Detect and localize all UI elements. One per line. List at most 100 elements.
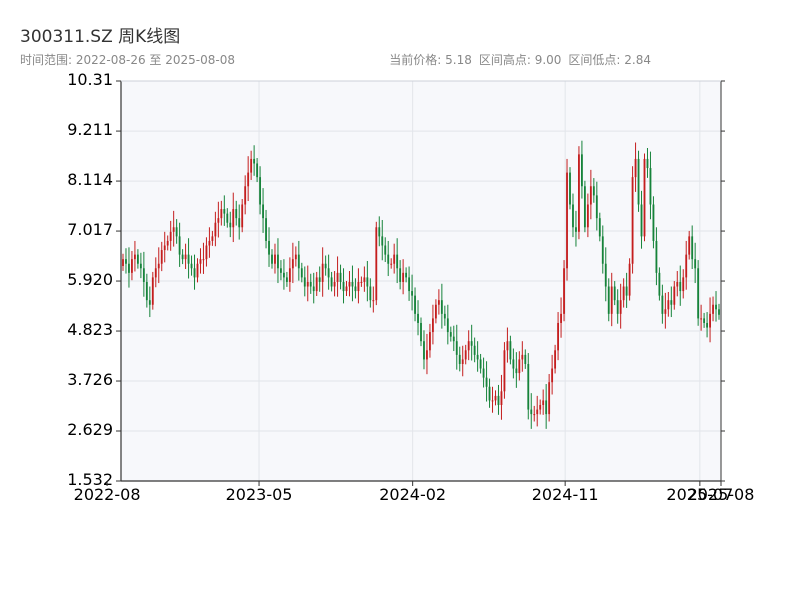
candle-body (661, 295, 664, 314)
range-high-text: 区间高点: 9.00 (478, 53, 562, 67)
candle-body (277, 254, 279, 269)
candle-body (297, 254, 300, 269)
candle-body (235, 209, 238, 219)
candle-body (238, 218, 241, 228)
candle-body (327, 268, 330, 278)
candle-body (271, 254, 273, 264)
candle-body (136, 254, 139, 264)
candle-body (274, 254, 276, 264)
candle-body (679, 281, 682, 292)
candle-body (133, 254, 136, 260)
candle-body (285, 277, 288, 282)
y-tick-label: 3.726 (67, 370, 113, 389)
candle-body (166, 240, 169, 246)
candle-body (491, 400, 494, 402)
candle-body (518, 359, 521, 374)
candle-body (488, 386, 491, 401)
candle-body (330, 277, 333, 287)
candle-body (402, 272, 405, 282)
candle-body (250, 158, 253, 173)
candle-body (268, 240, 270, 255)
candle-body (324, 263, 327, 269)
candle-body (530, 409, 533, 415)
candle-body (646, 158, 649, 169)
candle-body (548, 382, 551, 415)
candle-body (122, 259, 124, 267)
candle-body (175, 227, 178, 237)
candle-body (467, 341, 470, 351)
candle-body (426, 350, 428, 360)
candle-body (282, 272, 285, 278)
candle-body (265, 218, 267, 241)
candle-body (494, 395, 497, 401)
candle-body (449, 332, 452, 337)
candle-body (214, 222, 217, 237)
candle-body (712, 304, 714, 314)
candle-body (709, 313, 711, 328)
candle-body (128, 263, 130, 273)
candle-body (670, 300, 673, 305)
candle-body (417, 313, 419, 323)
candle-body (706, 322, 709, 328)
candle-body (476, 354, 479, 360)
candle-body (190, 263, 193, 269)
candle-body (694, 259, 697, 269)
candle-body (208, 240, 211, 246)
candle-body (414, 295, 416, 314)
price-stats: 当前价格: 5.18 区间高点: 9.00 区间低点: 2.84 (382, 51, 651, 68)
candle-body (458, 354, 461, 364)
candle-body (560, 313, 562, 323)
candle-body (667, 300, 670, 310)
candle-body (464, 350, 467, 360)
candle-body (220, 209, 223, 219)
candle-body (372, 300, 375, 302)
candle-body (443, 313, 446, 319)
candle-body (318, 277, 321, 282)
candle-body (527, 363, 530, 410)
candle-body (685, 254, 688, 278)
candle-body (369, 286, 372, 301)
candle-body (151, 277, 154, 305)
candle-body (384, 245, 387, 255)
y-tick-label: 9.211 (67, 120, 113, 139)
candle-body (387, 254, 390, 264)
candle-body (309, 281, 312, 287)
candle-body (357, 281, 360, 292)
candle-body (485, 377, 488, 387)
candle-body (628, 263, 631, 296)
candle-body (554, 350, 557, 369)
candle-body (181, 254, 184, 260)
candle-body (506, 341, 509, 351)
candle-body (569, 172, 571, 205)
candle-body (145, 281, 148, 301)
current-price-text: 当前价格: 5.18 (389, 53, 472, 67)
candle-body (470, 341, 473, 346)
candle-body (533, 414, 536, 416)
candle-body (131, 259, 133, 273)
candle-body (184, 254, 187, 260)
candle-body (226, 213, 229, 223)
candle-body (431, 318, 434, 333)
candle-body (312, 286, 315, 292)
candle-body (217, 218, 220, 223)
candle-body (700, 318, 703, 320)
candle-body (262, 204, 264, 219)
candle-body (354, 286, 357, 292)
candle-body (345, 286, 348, 292)
candle-body (378, 227, 381, 237)
candle-body (187, 254, 190, 264)
candle-body (411, 291, 413, 296)
candle-body (622, 286, 625, 301)
candles-group (122, 140, 720, 429)
candle-body (399, 268, 402, 282)
candle-body (673, 286, 676, 305)
x-tick-label: 2025-08 (688, 485, 755, 504)
y-tick-label: 5.920 (67, 270, 113, 289)
candle-body (259, 177, 262, 205)
candle-body (381, 236, 384, 246)
candle-body (539, 404, 542, 410)
candle-body (408, 277, 411, 292)
candle-body (333, 281, 336, 287)
candle-body (625, 286, 628, 296)
